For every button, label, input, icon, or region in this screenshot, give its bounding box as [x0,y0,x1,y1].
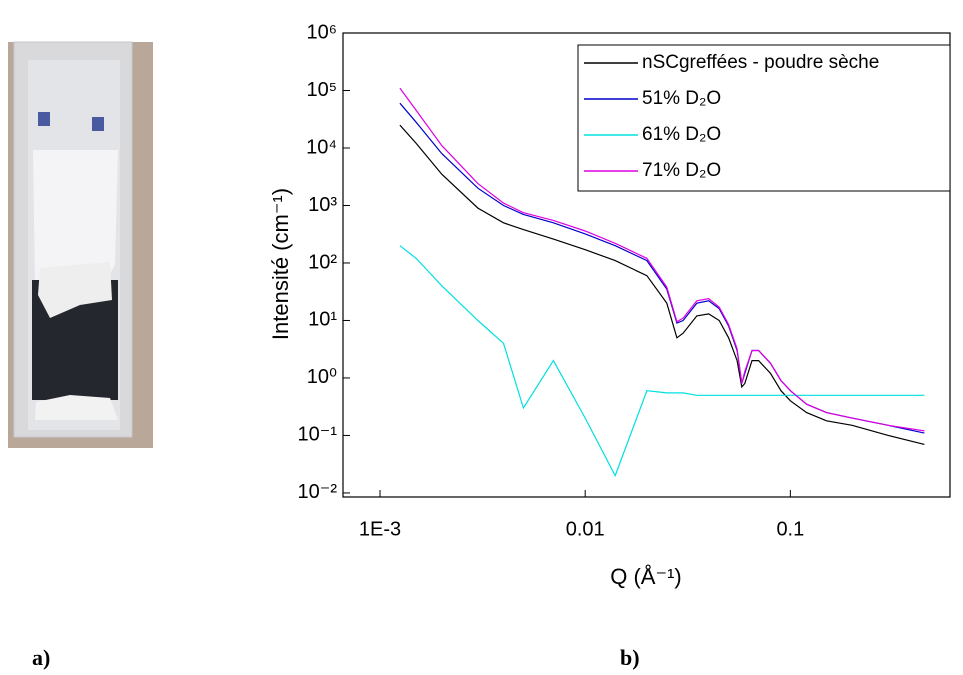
photo [8,41,153,448]
x-tick-label: 1E-3 [359,518,401,540]
panel-label: b) [620,645,640,670]
y-axis-title: Intensité (cm⁻¹) [268,188,293,340]
y-tick-label: 10⁶ [307,21,337,43]
y-tick-label: 10⁰ [307,366,337,388]
x-axis-title: Q (Å⁻¹) [610,564,682,589]
y-tick-label: 10⁵ [306,79,337,101]
legend-label: 61% D₂O [642,124,721,145]
y-tick-label: 10¹ [308,309,337,331]
y-tick-label: 10⁴ [306,136,337,158]
legend-box [577,44,951,192]
y-tick-label: 10³ [308,194,337,216]
legend-label: 71% D₂O [642,160,721,181]
legend-label: 51% D₂O [642,88,721,109]
x-tick-label: 0.1 [776,518,804,540]
plot-frame [342,32,951,498]
panel-label: a) [32,645,50,670]
y-tick-label: 10⁻¹ [298,424,338,446]
legend-label: nSCgreffées - poudre sèche [642,52,879,73]
y-tick-label: 10⁻² [298,481,338,503]
series-line [399,245,925,478]
series-line [399,87,925,432]
y-tick-label: 10² [308,251,337,273]
series-line [399,124,925,445]
x-tick-label: 0.01 [566,518,605,540]
